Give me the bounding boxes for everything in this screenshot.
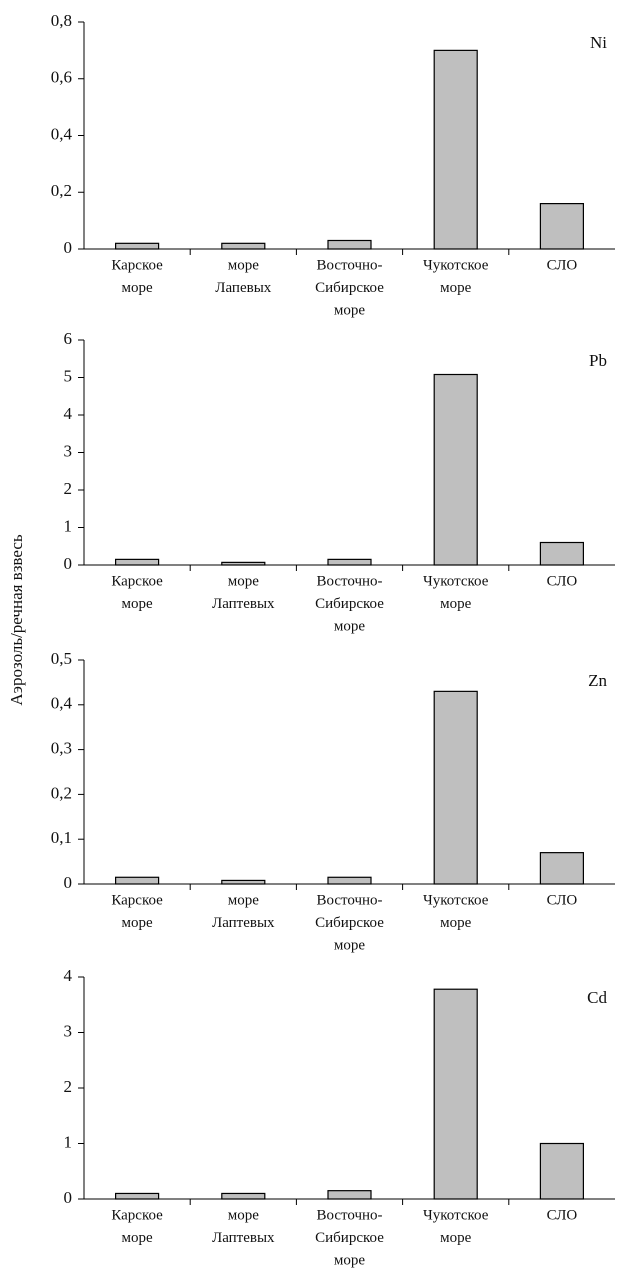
x-tick-label: море xyxy=(334,1252,365,1268)
x-tick-label: Сибирское xyxy=(315,280,384,296)
y-tick-label: 3 xyxy=(64,1021,73,1040)
x-tick-label: море xyxy=(228,1207,259,1223)
bar xyxy=(114,242,160,250)
y-tick-label: 0,4 xyxy=(51,694,73,713)
x-tick-label: Сибирское xyxy=(315,1230,384,1246)
bar xyxy=(433,988,478,1200)
y-axis-label: Аэрозоль/речная взвесь xyxy=(7,534,26,705)
y-tick-label: 0,2 xyxy=(51,181,72,200)
bar xyxy=(539,852,585,885)
x-tick-label: Карское xyxy=(111,892,163,908)
x-tick-label: море xyxy=(122,915,153,931)
x-tick-label: Карское xyxy=(111,257,163,273)
bar xyxy=(114,1192,160,1200)
bar xyxy=(221,242,266,250)
x-tick-label: море xyxy=(334,937,365,953)
y-tick-label: 0 xyxy=(64,1188,73,1207)
x-tick-label: море xyxy=(334,618,365,634)
y-tick-label: 0,3 xyxy=(51,739,72,758)
y-tick-label: 4 xyxy=(64,966,73,985)
bar xyxy=(327,558,372,566)
bar xyxy=(433,373,478,566)
x-tick-label: Чукотское xyxy=(423,892,489,908)
bar xyxy=(221,561,266,566)
x-tick-label: море xyxy=(122,280,153,296)
bar xyxy=(539,203,585,250)
bar xyxy=(433,690,478,885)
y-tick-label: 0,5 xyxy=(51,649,72,668)
y-tick-label: 0,6 xyxy=(51,68,72,87)
y-tick-label: 0 xyxy=(64,554,73,573)
y-tick-label: 2 xyxy=(64,1077,73,1096)
x-tick-label: море xyxy=(440,1230,471,1246)
bar xyxy=(433,49,478,250)
y-tick-label: 0 xyxy=(64,873,73,892)
y-tick-label: 0,2 xyxy=(51,783,72,802)
x-tick-label: Чукотское xyxy=(423,257,489,273)
x-tick-label: море xyxy=(228,892,259,908)
bar xyxy=(327,876,372,885)
x-tick-label: море xyxy=(122,1230,153,1246)
bar xyxy=(114,876,160,885)
bar xyxy=(114,558,160,566)
bar xyxy=(327,239,372,250)
x-tick-label: Карское xyxy=(111,1207,163,1223)
x-tick-label: Лаптевых xyxy=(212,915,275,931)
bar xyxy=(539,1142,585,1200)
y-tick-label: 5 xyxy=(64,366,73,385)
y-tick-label: 4 xyxy=(64,404,73,423)
x-tick-label: Лаптевых xyxy=(212,1230,275,1246)
y-tick-label: 0,1 xyxy=(51,828,72,847)
x-tick-label: море xyxy=(228,573,259,589)
x-tick-label: море xyxy=(440,596,471,612)
x-tick-label: Восточно- xyxy=(316,1207,382,1223)
x-tick-label: Лаптевых xyxy=(212,596,275,612)
x-tick-label: море xyxy=(122,596,153,612)
y-tick-label: 0,4 xyxy=(51,124,73,143)
x-tick-label: море xyxy=(440,915,471,931)
y-tick-label: 2 xyxy=(64,479,73,498)
x-tick-label: Восточно- xyxy=(316,892,382,908)
x-tick-label: СЛО xyxy=(547,1207,578,1223)
panel-label: Cd xyxy=(587,988,607,1007)
panel-label: Ni xyxy=(590,33,607,52)
x-tick-label: Сибирское xyxy=(315,915,384,931)
x-tick-label: СЛО xyxy=(547,892,578,908)
y-tick-label: 0 xyxy=(64,238,73,257)
bar xyxy=(539,541,585,566)
y-tick-label: 3 xyxy=(64,441,73,460)
x-tick-label: Сибирское xyxy=(315,596,384,612)
x-tick-label: Чукотское xyxy=(423,1207,489,1223)
y-tick-label: 1 xyxy=(64,516,73,535)
x-tick-label: Восточно- xyxy=(316,257,382,273)
x-tick-label: Восточно- xyxy=(316,573,382,589)
bar xyxy=(327,1190,372,1200)
panel-label: Pb xyxy=(589,351,607,370)
x-tick-label: Чукотское xyxy=(423,573,489,589)
x-tick-label: море xyxy=(334,302,365,318)
x-tick-label: СЛО xyxy=(547,573,578,589)
y-tick-label: 0,8 xyxy=(51,11,72,30)
bar xyxy=(221,1192,266,1200)
x-tick-label: море xyxy=(440,280,471,296)
panel-label: Zn xyxy=(588,671,607,690)
x-tick-label: СЛО xyxy=(547,257,578,273)
bar xyxy=(221,879,266,885)
y-tick-label: 6 xyxy=(64,329,73,348)
y-tick-label: 1 xyxy=(64,1132,73,1151)
x-tick-label: Лапевых xyxy=(215,280,271,296)
x-tick-label: море xyxy=(228,257,259,273)
x-tick-label: Карское xyxy=(111,573,163,589)
